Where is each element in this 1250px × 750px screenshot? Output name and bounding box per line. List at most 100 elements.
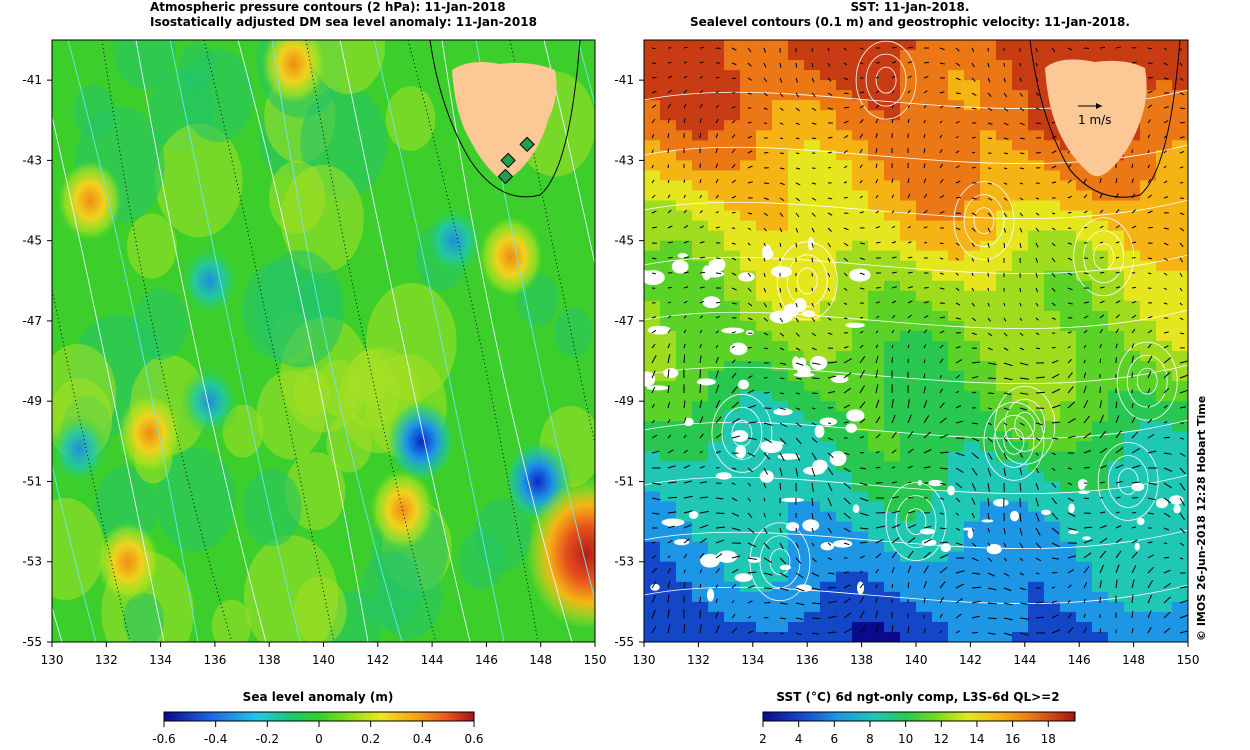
sst-cell	[676, 290, 693, 302]
sla-texture-patch	[310, 40, 386, 95]
velocity-arrow	[779, 467, 783, 477]
sst-cell	[1172, 310, 1188, 322]
velocity-arrow	[715, 584, 719, 589]
sst-cell	[804, 290, 821, 302]
sst-cell	[708, 120, 725, 131]
sst-cell	[820, 401, 837, 412]
velocity-arrow	[891, 344, 894, 349]
velocity-arrow	[747, 121, 752, 124]
velocity-arrow	[923, 178, 927, 184]
sst-cell	[772, 210, 789, 222]
sst-cell	[1012, 90, 1029, 101]
sst-cell	[788, 170, 805, 182]
sst-cell	[788, 120, 805, 131]
velocity-arrow	[843, 92, 849, 95]
sst-cell	[660, 90, 677, 101]
sst-cell	[964, 411, 981, 422]
sst-cell	[740, 300, 757, 312]
sst-cell	[948, 471, 965, 483]
velocity-arrow	[731, 555, 741, 559]
velocity-arrow	[1051, 600, 1057, 604]
velocity-arrow	[763, 302, 768, 308]
sst-cell	[948, 561, 965, 573]
velocity-arrow	[715, 497, 724, 500]
sst-cell	[1012, 551, 1029, 563]
sst-cell	[724, 220, 741, 232]
sst-cell	[740, 401, 757, 412]
sst-colorbar-ticks: 2 4 6 8 10 12 14 16 18	[759, 721, 1056, 746]
sst-cell	[1044, 200, 1061, 212]
sst-cell	[1044, 140, 1061, 151]
sealevel-contour	[895, 495, 937, 548]
velocity-arrow	[1019, 137, 1025, 140]
velocity-arrow	[667, 481, 677, 484]
sealevel-contour	[644, 364, 1188, 384]
sst-colorbar-tick-label: 6	[830, 732, 838, 746]
velocity-arrow	[747, 512, 753, 519]
sst-cell	[756, 421, 773, 432]
velocity-arrow	[779, 422, 787, 428]
velocity-arrow	[1083, 329, 1088, 334]
velocity-arrow	[651, 194, 656, 199]
sst-cell	[692, 250, 709, 262]
sst-cell	[788, 100, 805, 111]
sst-cell	[836, 300, 853, 312]
sst-cell	[1028, 401, 1045, 412]
velocity-arrow	[1179, 512, 1186, 521]
sealevel-contour	[1117, 468, 1139, 495]
sla-colorbar-bar	[163, 711, 475, 722]
sst-cell	[884, 451, 901, 462]
velocity-arrow	[955, 180, 961, 184]
tide-gauge-markers	[497, 136, 535, 185]
sst-cell	[1108, 180, 1125, 192]
sst-cell	[804, 120, 821, 131]
sst-cell	[692, 90, 709, 101]
velocity-arrow	[955, 227, 961, 231]
left-xtick-label: 134	[149, 653, 172, 667]
velocity-arrow	[859, 272, 865, 276]
sealevel-contour	[1136, 367, 1158, 395]
velocity-arrow	[923, 148, 926, 154]
sst-cell	[852, 330, 869, 342]
sst-cell	[852, 50, 869, 61]
sst-cell	[740, 521, 757, 533]
sst-cell	[964, 100, 981, 111]
sst-cell	[1124, 421, 1141, 432]
sst-cell	[804, 471, 821, 483]
velocity-arrow	[811, 227, 815, 233]
velocity-arrow	[955, 47, 960, 52]
sst-cell	[996, 260, 1013, 272]
sst-cell	[996, 401, 1013, 412]
velocity-arrow	[1067, 372, 1073, 379]
sst-cell	[676, 561, 693, 573]
sst-cell	[980, 531, 997, 543]
sst-cell	[1060, 421, 1077, 432]
sst-cell	[964, 421, 981, 432]
velocity-arrow	[1163, 556, 1170, 559]
velocity-arrow	[715, 611, 719, 619]
velocity-arrow	[1163, 582, 1172, 589]
sst-cell	[1028, 451, 1045, 462]
left-xtick-label: 130	[41, 653, 64, 667]
velocity-arrow	[651, 343, 656, 349]
velocity-arrow	[731, 62, 737, 66]
velocity-arrow	[1147, 226, 1153, 229]
sst-cell	[1044, 40, 1061, 51]
sst-cell	[1044, 130, 1061, 141]
velocity-arrow	[1115, 525, 1122, 529]
velocity-arrow	[779, 587, 789, 591]
sst-cell	[644, 471, 661, 483]
velocity-arrow	[779, 347, 785, 351]
velocity-arrow	[1051, 527, 1060, 535]
velocity-arrow	[1147, 610, 1152, 619]
velocity-arrow	[1179, 452, 1186, 457]
sst-cell	[788, 461, 805, 473]
sst-cell	[1028, 330, 1045, 342]
sst-cell	[756, 80, 773, 91]
velocity-arrow	[763, 572, 773, 576]
sealevel-contour	[644, 474, 1188, 494]
sst-cell	[1140, 130, 1157, 141]
sst-cell	[916, 280, 933, 292]
sst-cell	[724, 130, 741, 141]
velocity-arrow	[763, 437, 772, 444]
